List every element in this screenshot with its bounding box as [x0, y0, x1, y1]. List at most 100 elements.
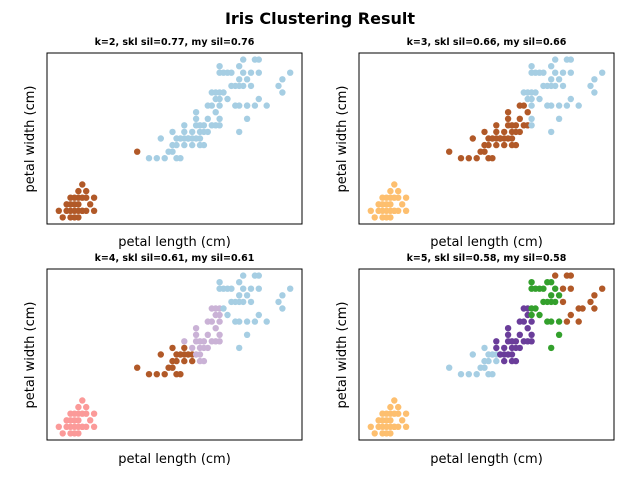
- data-point-cluster-0: [79, 410, 86, 417]
- data-point-cluster-1: [446, 364, 453, 371]
- data-point-cluster-1: [243, 76, 251, 83]
- data-point-cluster-1: [501, 141, 508, 149]
- data-point-cluster-0: [379, 430, 386, 437]
- data-point-cluster-1: [263, 102, 270, 109]
- data-point-cluster-0: [55, 423, 62, 430]
- data-point-cluster-0: [391, 181, 398, 188]
- data-point-cluster-1: [493, 128, 500, 136]
- data-point-cluster-2: [181, 338, 188, 345]
- data-point-cluster-1: [279, 89, 286, 96]
- data-point-cluster-1: [177, 155, 184, 162]
- data-point-cluster-3: [532, 305, 539, 312]
- data-point-cluster-0: [87, 201, 94, 208]
- data-point-cluster-2: [548, 128, 555, 136]
- data-point-cluster-4: [591, 305, 598, 312]
- data-point-cluster-3: [536, 311, 543, 319]
- data-point-cluster-1: [169, 344, 176, 352]
- data-point-cluster-0: [67, 430, 74, 437]
- data-point-cluster-0: [75, 201, 82, 208]
- data-point-cluster-3: [243, 292, 251, 299]
- subplot-k4: k=4, skl sil=0.61, my sil=0.61 petal len…: [23, 253, 303, 467]
- data-point-cluster-0: [395, 187, 402, 195]
- data-point-cluster-2: [555, 115, 563, 123]
- data-point-cluster-1: [157, 135, 164, 142]
- data-point-cluster-2: [587, 82, 594, 90]
- subplot-title: k=4, skl sil=0.61, my sil=0.61: [95, 253, 255, 264]
- data-point-cluster-1: [501, 128, 508, 136]
- data-point-cluster-1: [236, 102, 243, 109]
- data-point-cluster-2: [508, 357, 516, 365]
- data-point-cluster-0: [79, 207, 86, 214]
- data-point-cluster-2: [536, 95, 543, 103]
- data-point-cluster-3: [224, 311, 231, 319]
- data-point-cluster-1: [145, 371, 153, 378]
- data-point-cluster-0: [79, 397, 86, 404]
- data-point-cluster-2: [196, 357, 204, 365]
- data-point-cluster-0: [383, 194, 390, 201]
- data-point-cluster-2: [555, 102, 563, 109]
- data-point-cluster-4: [559, 298, 567, 306]
- data-point-cluster-1: [216, 122, 223, 129]
- data-point-cluster-0: [59, 214, 66, 221]
- data-point-cluster-0: [83, 187, 90, 195]
- data-point-cluster-1: [469, 135, 476, 142]
- data-point-cluster-0: [75, 187, 82, 195]
- data-point-cluster-3: [243, 331, 251, 338]
- data-point-cluster-3: [555, 331, 563, 338]
- data-point-cluster-1: [236, 62, 243, 70]
- data-point-cluster-1: [173, 141, 180, 149]
- data-point-cluster-1: [216, 62, 223, 70]
- data-point-cluster-0: [79, 181, 86, 188]
- y-axis-label: petal width (cm): [23, 302, 38, 409]
- subplot-title: k=5, skl sil=0.58, my sil=0.58: [407, 253, 567, 264]
- data-point-cluster-1: [446, 148, 453, 155]
- data-point-cluster-1: [493, 141, 500, 149]
- data-point-cluster-3: [263, 318, 270, 325]
- data-point-cluster-4: [563, 318, 571, 325]
- data-point-cluster-0: [399, 417, 406, 424]
- data-point-cluster-3: [240, 272, 247, 279]
- data-point-cluster-2: [559, 69, 567, 76]
- data-point-cluster-3: [236, 318, 243, 325]
- data-point-cluster-0: [387, 201, 394, 208]
- data-point-cluster-4: [599, 285, 606, 292]
- data-point-cluster-1: [497, 135, 504, 142]
- data-point-cluster-1: [169, 128, 176, 136]
- data-point-cluster-1: [173, 357, 180, 365]
- data-point-cluster-0: [383, 410, 390, 417]
- data-point-cluster-2: [548, 62, 555, 70]
- data-point-cluster-1: [189, 357, 196, 365]
- data-point-cluster-1: [189, 141, 196, 149]
- data-point-cluster-3: [555, 318, 563, 325]
- data-point-cluster-2: [528, 102, 535, 109]
- data-point-cluster-3: [552, 285, 559, 292]
- data-point-cluster-2: [508, 351, 516, 358]
- data-point-cluster-2: [216, 331, 223, 338]
- data-point-cluster-0: [67, 417, 74, 424]
- data-point-cluster-3: [528, 311, 535, 319]
- data-point-cluster-1: [485, 141, 492, 149]
- data-point-cluster-1: [157, 351, 164, 358]
- data-point-cluster-4: [567, 285, 574, 292]
- data-point-cluster-2: [552, 82, 559, 90]
- data-point-cluster-0: [402, 194, 410, 201]
- data-point-cluster-1: [520, 102, 527, 109]
- data-point-cluster-2: [532, 89, 539, 96]
- data-point-cluster-2: [216, 311, 223, 319]
- data-point-cluster-1: [134, 364, 141, 371]
- data-point-cluster-3: [255, 272, 262, 279]
- data-point-cluster-1: [279, 76, 286, 83]
- data-point-cluster-2: [591, 89, 598, 96]
- data-point-cluster-1: [189, 128, 196, 136]
- data-point-cluster-2: [516, 331, 523, 338]
- data-point-cluster-4: [587, 298, 594, 306]
- subplot-k5: k=5, skl sil=0.58, my sil=0.58 petal len…: [335, 253, 615, 467]
- data-point-cluster-2: [504, 331, 512, 338]
- data-point-cluster-1: [504, 115, 512, 123]
- data-point-cluster-2: [493, 338, 500, 345]
- data-point-cluster-1: [228, 69, 235, 76]
- data-point-cluster-1: [153, 155, 160, 162]
- data-point-cluster-1: [169, 364, 176, 371]
- data-point-cluster-1: [153, 371, 160, 378]
- data-point-cluster-1: [196, 141, 204, 149]
